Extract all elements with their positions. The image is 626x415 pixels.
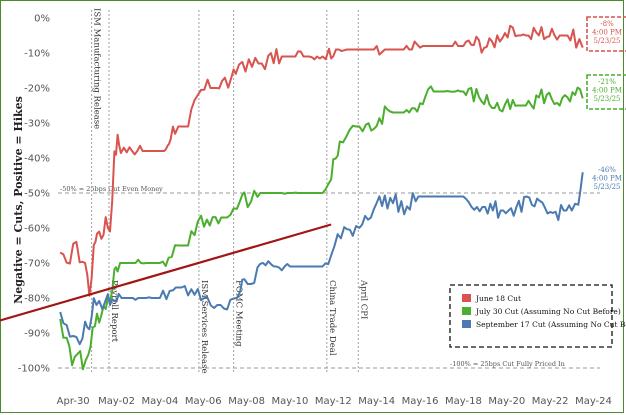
- y-tick-label: -40%: [24, 154, 50, 165]
- x-tick-label: May-02: [98, 396, 135, 407]
- x-tick-label: May-14: [358, 396, 395, 407]
- x-tick-label: May-06: [185, 396, 222, 407]
- x-tick-label: Apr-30: [57, 396, 90, 407]
- trendline: [0, 223, 332, 322]
- legend-label: September 17 Cut (Assuming No Cut Before…: [476, 320, 626, 329]
- annotation-box: [586, 74, 626, 110]
- x-tick-label: May-20: [488, 396, 525, 407]
- event-label: April CPI: [358, 279, 368, 319]
- y-tick-label: -50%: [24, 189, 50, 200]
- legend-swatch: [462, 307, 471, 315]
- y-tick-label: -60%: [24, 224, 50, 235]
- legend-swatch: [462, 294, 471, 302]
- legend-box: [449, 284, 613, 348]
- reference-line-label: -50% = 25bps Cut Even Money: [60, 185, 163, 193]
- x-tick-label: May-18: [445, 396, 482, 407]
- legend-label: July 30 Cut (Assuming No Cut Before): [475, 307, 621, 316]
- event-label: Payroll Report: [109, 280, 119, 343]
- legend-swatch: [462, 320, 471, 328]
- y-tick-label: -70%: [24, 259, 50, 270]
- annotation-text: 4:00 PM: [592, 175, 622, 183]
- event-label: FOMC Meeting: [234, 280, 244, 347]
- x-tick-label: May-10: [272, 396, 309, 407]
- annotation-text: 5/23/25: [594, 183, 621, 191]
- x-tick-label: May-12: [315, 396, 352, 407]
- y-tick-label: -10%: [24, 49, 50, 60]
- annotation-text: 5/23/25: [594, 95, 621, 103]
- y-tick-label: -90%: [24, 329, 50, 340]
- reference-line-label: -100% = 25bps Cut Fully Priced In: [450, 360, 565, 368]
- y-tick-label: -100%: [18, 364, 50, 375]
- y-tick-label: -80%: [24, 294, 50, 305]
- event-label: China Trade Deal: [327, 280, 337, 356]
- event-label: ISM Services Release: [199, 280, 209, 374]
- annotation-text: 5/23/25: [594, 37, 621, 45]
- annotation-text: 4:00 PM: [592, 87, 622, 95]
- series-line: [59, 24, 584, 297]
- annotation-text: -8%: [600, 20, 614, 28]
- x-tick-label: May-22: [532, 396, 569, 407]
- y-tick-label: 0%: [34, 14, 50, 25]
- x-tick-label: May-08: [228, 396, 265, 407]
- annotation-box: [586, 16, 626, 52]
- annotation-text: -46%: [598, 166, 616, 174]
- series-line: [59, 85, 584, 371]
- x-tick-label: May-16: [402, 396, 439, 407]
- annotation-text: 4:00 PM: [592, 29, 622, 37]
- x-tick-label: May-04: [141, 396, 178, 407]
- legend-label: June 18 Cut: [475, 294, 521, 303]
- y-axis-label: Negative = Cuts, Positive = Hikes: [12, 96, 25, 304]
- y-tick-label: -20%: [24, 84, 50, 95]
- x-tick-label: May-24: [575, 396, 612, 407]
- annotation-text: -21%: [598, 78, 616, 86]
- series-line: [59, 172, 584, 346]
- y-tick-label: -30%: [24, 119, 50, 130]
- event-label: ISM Manufacturing Release: [92, 8, 102, 129]
